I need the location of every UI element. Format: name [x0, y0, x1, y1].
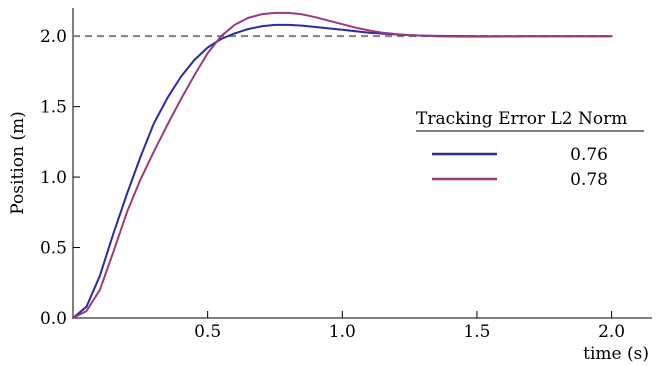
x-tick-label: 1.0: [329, 322, 356, 342]
series-line: [72, 23, 613, 319]
y-tick-label: 0.0: [40, 309, 67, 329]
x-ticks: 0.5 1.0 1.5 2.0: [194, 311, 625, 342]
legend: Tracking Error L2 Norm 0.76 0.78: [416, 109, 644, 190]
series-line: [72, 11, 613, 319]
y-tick-label: 2.0: [40, 27, 67, 47]
legend-title: Tracking Error L2 Norm: [416, 109, 627, 129]
y-tick-label: 0.5: [40, 239, 67, 259]
legend-label: 0.76: [570, 145, 608, 165]
x-axis-label: time (s): [583, 344, 649, 364]
y-tick-label: 1.5: [40, 98, 67, 118]
legend-label: 0.78: [570, 170, 608, 190]
x-tick-label: 1.5: [463, 322, 490, 342]
series-group: [72, 11, 613, 319]
x-tick-label: 2.0: [598, 322, 625, 342]
plot-frame: [72, 8, 652, 319]
y-axis-label: Position (m): [8, 111, 28, 214]
y-ticks: 0.0 0.5 1.0 1.5 2.0: [40, 27, 80, 329]
y-tick-label: 1.0: [40, 168, 67, 188]
x-tick-label: 0.5: [194, 322, 221, 342]
